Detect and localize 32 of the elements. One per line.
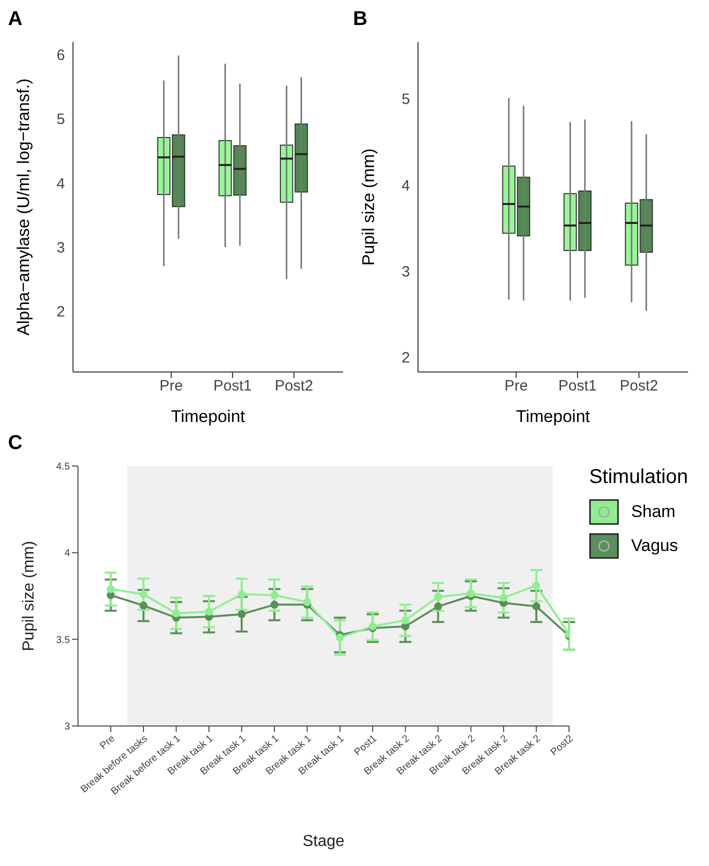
chart-title: C	[8, 432, 24, 456]
legend-label: Vagus	[631, 536, 678, 556]
y-tick-label: 2	[56, 303, 65, 320]
y-axis-title: Pupil size (mm)	[359, 148, 378, 266]
x-tick-label: Post2	[274, 378, 314, 395]
x-axis-title: Timepoint	[516, 407, 590, 426]
x-tick-label: Pre	[98, 733, 118, 752]
legend-label: Sham	[631, 502, 676, 522]
y-tick-label: 5	[402, 91, 410, 108]
chart-title: A	[8, 8, 24, 32]
x-tick-label: Pre	[160, 378, 183, 395]
y-tick-label: 2	[402, 350, 410, 367]
x-tick-label: Pre	[504, 378, 528, 395]
legend-title: Stimulation	[589, 466, 688, 489]
y-tick-label: 3	[64, 722, 70, 733]
y-axis-title: Alpha−amylase (U/ml, log−transf.)	[14, 78, 34, 336]
y-axis-title: Pupil size (mm)	[20, 540, 38, 652]
x-tick-label: Post2	[620, 378, 658, 395]
y-tick-label: 4	[64, 548, 70, 560]
y-tick-label: 3	[56, 239, 65, 256]
x-axis-title: Timepoint	[170, 407, 246, 426]
y-tick-label: 5	[56, 111, 65, 128]
y-tick-label: 4	[402, 177, 410, 194]
x-axis-title: Stage	[302, 833, 345, 850]
x-tick-label: Post1	[213, 378, 252, 395]
y-tick-label: 3	[402, 264, 410, 281]
y-tick-label: 6	[56, 47, 65, 64]
y-tick-label: 4.5	[56, 462, 70, 473]
chart-title: B	[353, 8, 368, 32]
y-tick-label: 3.5	[56, 634, 70, 646]
x-tick-label: Post1	[558, 378, 597, 395]
y-tick-label: 4	[56, 175, 65, 192]
